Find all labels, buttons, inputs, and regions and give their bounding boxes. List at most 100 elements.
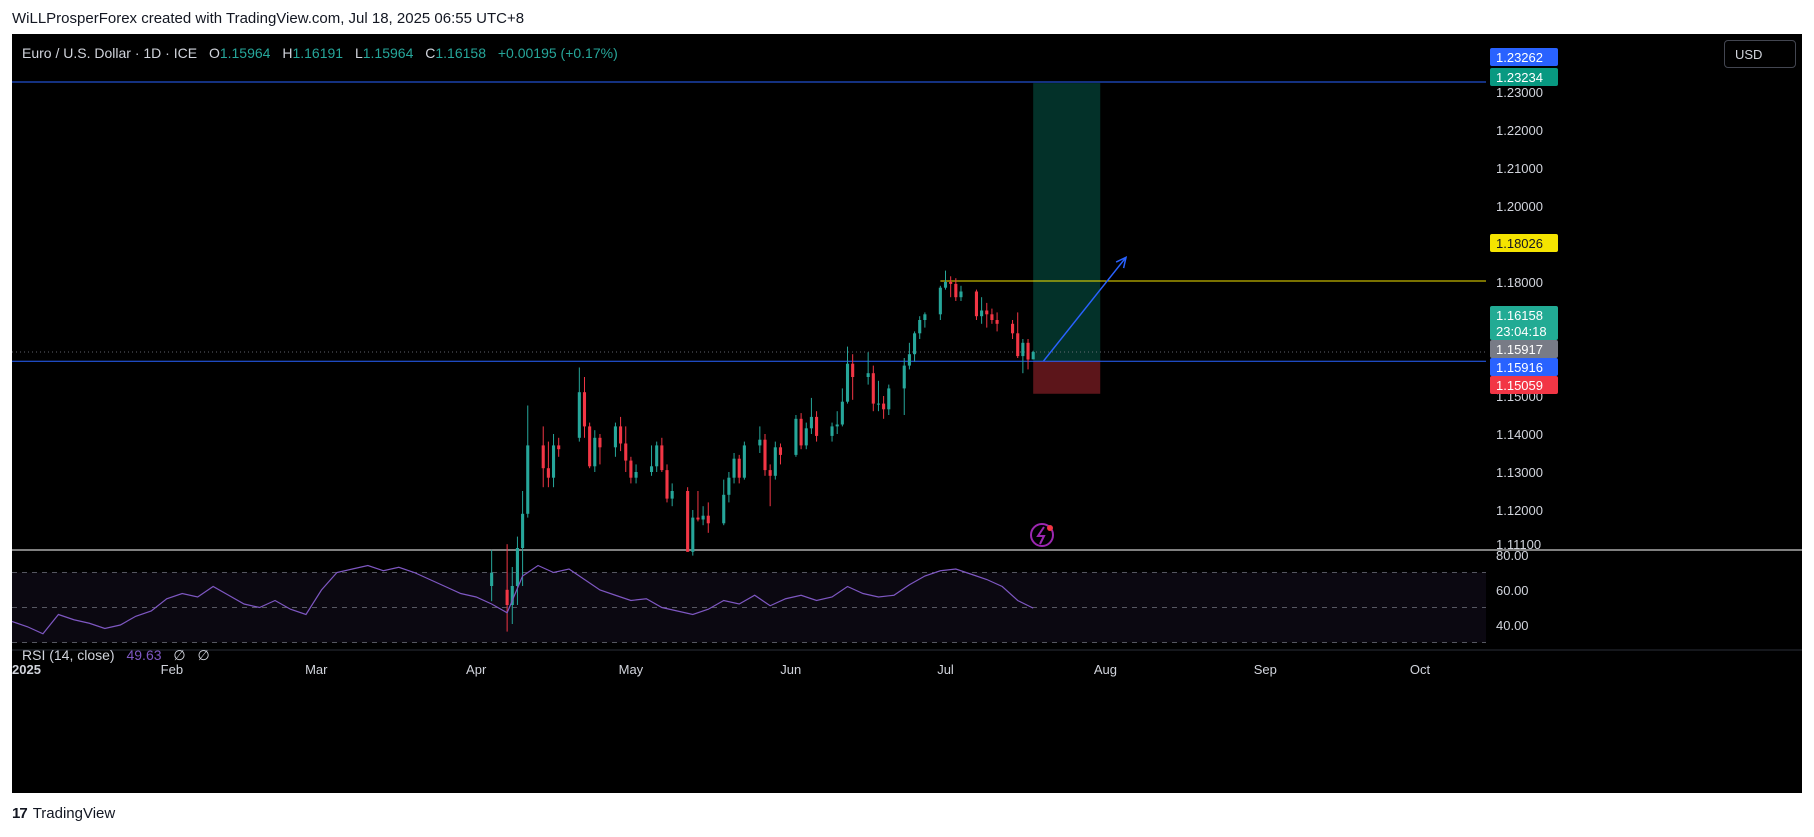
candle-body — [768, 470, 772, 476]
open-value: 1.15964 — [219, 45, 271, 61]
candle-body — [913, 333, 917, 355]
candle-body — [907, 354, 911, 366]
price-label-value: 1.15916 — [1496, 360, 1543, 375]
rsi-na-1: ∅ — [173, 647, 186, 663]
lightning-alert-icon[interactable] — [1030, 523, 1054, 547]
candle-body — [686, 491, 690, 552]
candle-body — [649, 466, 654, 472]
candle-body — [598, 437, 602, 448]
low-label: L — [354, 45, 363, 61]
candle-body — [871, 373, 875, 404]
rsi-line — [12, 564, 1034, 635]
candle-body — [696, 517, 700, 520]
tradingview-logo-mark: 17 — [12, 805, 28, 822]
chart-canvas[interactable]: 1.111001.120001.130001.140001.150001.160… — [12, 34, 1802, 793]
candle-body — [974, 291, 979, 317]
candle-body — [887, 388, 891, 410]
candle-body — [959, 291, 963, 298]
candle-body — [706, 515, 710, 524]
rsi-tick-label: 40.00 — [1496, 618, 1529, 633]
candle-body — [557, 445, 561, 450]
candle-body — [515, 548, 519, 586]
tradingview-logo[interactable]: 17 TradingView — [12, 805, 115, 822]
tradingview-logo-text: TradingView — [32, 805, 116, 822]
candle-body — [588, 426, 592, 467]
candle-body — [851, 363, 855, 377]
candle-body — [732, 458, 736, 478]
price-tick-label: 1.12000 — [1496, 503, 1543, 518]
price-label-box — [1490, 306, 1558, 340]
time-tick-label: 2025 — [12, 662, 41, 677]
time-tick-label: Sep — [1254, 662, 1277, 677]
price-label-value: 1.16158 — [1496, 308, 1543, 323]
candle-body — [923, 314, 927, 320]
candle-body — [1031, 351, 1035, 360]
candle-body — [737, 458, 741, 478]
candle-body — [541, 445, 545, 469]
rsi-tick-label: 80.00 — [1496, 548, 1529, 563]
candle-body — [1026, 342, 1030, 360]
time-tick-label: Oct — [1410, 662, 1431, 677]
candle-body — [619, 426, 623, 444]
candle-body — [546, 468, 550, 478]
candle-body — [943, 282, 948, 288]
candle-body — [701, 515, 705, 520]
price-tick-label: 1.20000 — [1496, 199, 1543, 214]
symbol-legend: Euro / U.S. Dollar · 1D · ICE O1.15964 H… — [22, 45, 618, 61]
time-tick-label: Apr — [466, 662, 487, 677]
candle-body — [613, 426, 617, 448]
currency-button[interactable]: USD — [1724, 40, 1796, 68]
price-tick-label: 1.18000 — [1496, 275, 1543, 290]
close-label: C — [425, 45, 436, 61]
candle-body — [551, 445, 556, 478]
low-value: 1.15964 — [362, 45, 414, 61]
rsi-na-2: ∅ — [197, 647, 210, 663]
price-tick-label: 1.13000 — [1496, 465, 1543, 480]
candle-body — [954, 283, 958, 298]
candle-body — [634, 472, 638, 478]
price-label-box — [1490, 358, 1558, 376]
rsi-legend: RSI (14, close) 49.63 ∅ ∅ — [22, 647, 210, 664]
candle-body — [995, 320, 999, 324]
stop-loss-zone — [1033, 361, 1101, 394]
time-tick-label: Jun — [780, 662, 801, 677]
candle-body — [835, 424, 839, 427]
time-tick-label: Jul — [937, 662, 954, 677]
candle-body — [1016, 333, 1020, 357]
candle-body — [665, 470, 669, 499]
price-chart[interactable]: 1.111001.120001.130001.140001.150001.160… — [12, 34, 1802, 793]
rsi-label[interactable]: RSI (14, close) — [22, 647, 115, 663]
candle-body — [691, 517, 695, 552]
candle-body — [510, 586, 514, 605]
price-label-box — [1490, 68, 1558, 86]
candle-body — [902, 365, 906, 389]
candle-body — [521, 513, 525, 548]
candle-body — [778, 447, 783, 455]
price-tick-label: 1.14000 — [1496, 427, 1543, 442]
high-value: 1.16191 — [292, 45, 344, 61]
candle-body — [1011, 323, 1015, 334]
candle-body — [804, 428, 808, 446]
candle-body — [845, 363, 850, 402]
open-label: O — [208, 45, 220, 61]
alert-dot-icon — [1047, 525, 1053, 531]
price-label-value: 1.18026 — [1496, 236, 1543, 251]
symbol-title[interactable]: Euro / U.S. Dollar · 1D · ICE — [22, 45, 198, 61]
candle-body — [815, 416, 819, 436]
time-tick-label: Aug — [1094, 662, 1117, 677]
candle-body — [629, 460, 633, 478]
profit-zone — [1033, 83, 1101, 362]
price-tick-label: 1.11100 — [1496, 537, 1541, 552]
candle-body — [985, 310, 989, 315]
candle-body — [1021, 342, 1025, 357]
lightning-bolt-icon — [1036, 526, 1046, 545]
trend-arrow-line — [1042, 256, 1127, 362]
candle-body — [938, 287, 942, 315]
candle-body — [794, 418, 798, 455]
candle-body — [840, 401, 844, 425]
candle-body — [727, 477, 731, 495]
candle-body — [577, 392, 581, 438]
candle-body — [830, 426, 834, 436]
candle-body — [655, 445, 659, 467]
candle-body — [505, 589, 509, 605]
